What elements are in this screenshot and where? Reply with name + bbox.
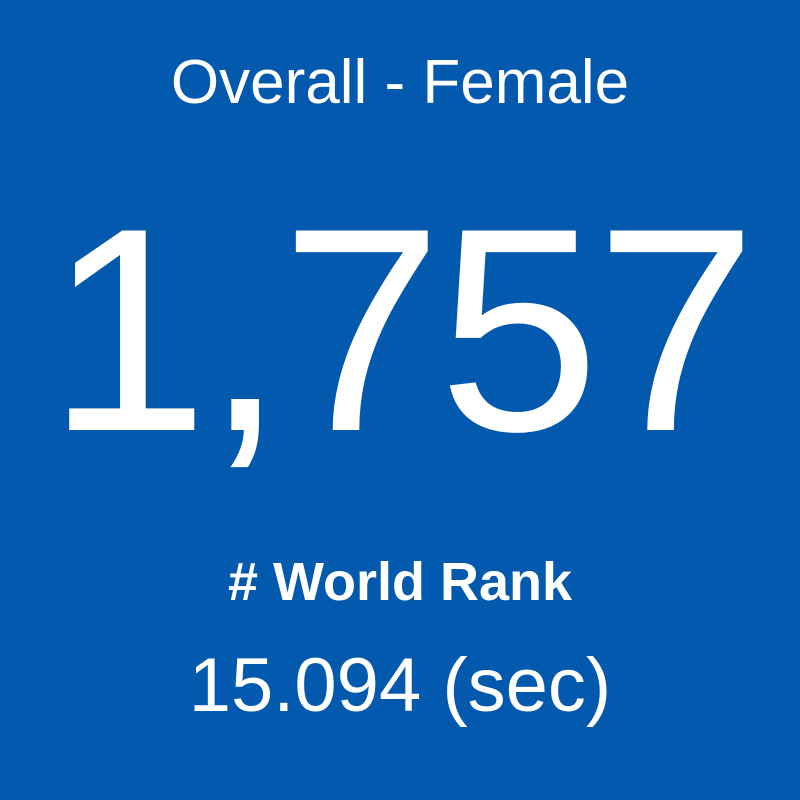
tile-value: 1,757 — [47, 168, 757, 492]
tile-time: 15.094 (sec) — [188, 643, 612, 728]
tile-title: Overall - Female — [170, 48, 630, 117]
tile-label: # World Rank — [227, 552, 573, 612]
